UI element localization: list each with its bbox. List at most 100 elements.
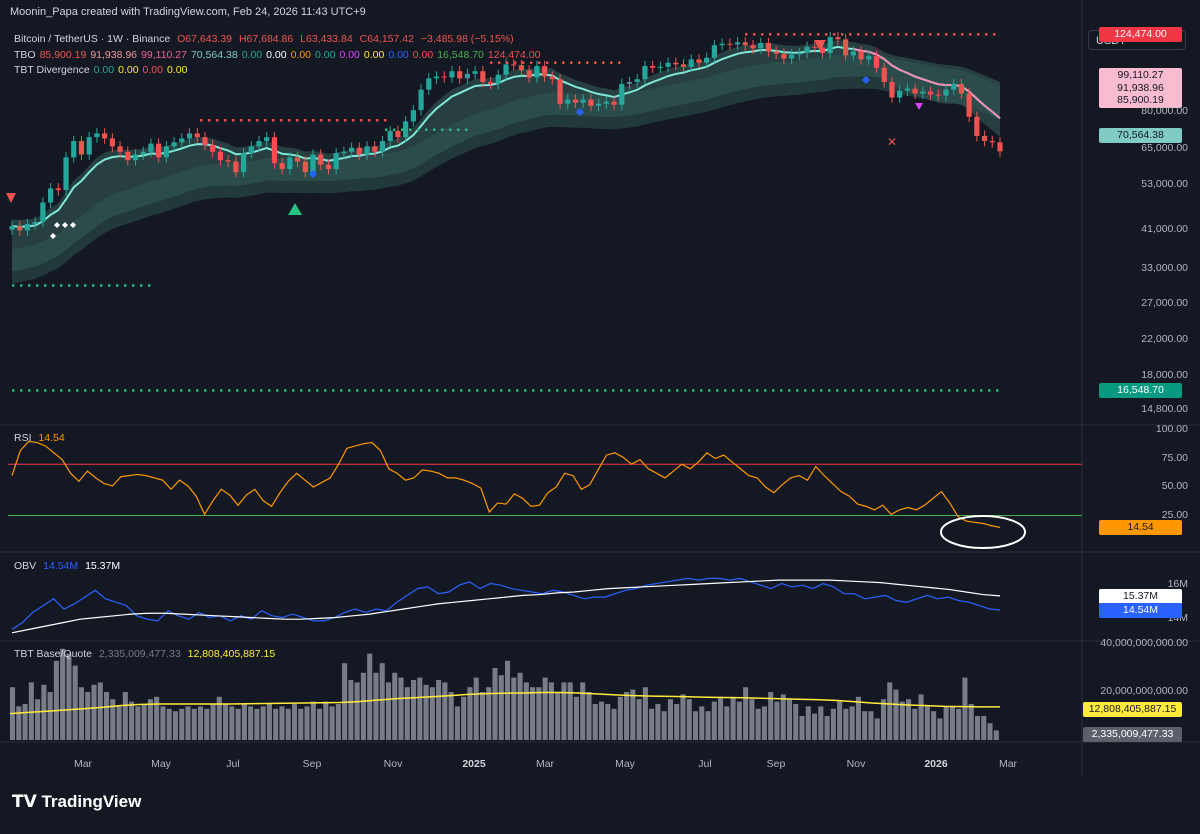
resistance-dot <box>538 61 541 64</box>
support-dot <box>988 389 991 392</box>
resistance-dot <box>937 33 940 36</box>
obv-ma-value: 15.37M <box>85 560 121 572</box>
price-tag: 124,474.00 <box>1099 27 1182 43</box>
support-dot <box>417 128 420 131</box>
symbol-title[interactable]: Bitcoin / TetherUS · 1W · Binance <box>14 33 171 45</box>
candle-body <box>279 163 285 170</box>
support-dot <box>492 389 495 392</box>
support-dot <box>28 284 31 287</box>
candle-body <box>889 82 895 98</box>
volume-bar <box>147 699 153 740</box>
resistance-dot <box>304 119 307 122</box>
legend-volume[interactable]: TBT Base/Quote 2,335,009,477.33 12,808,4… <box>14 648 279 660</box>
legend-symbol: Bitcoin / TetherUS · 1W · Binance O67,64… <box>14 33 518 45</box>
resistance-dot <box>817 33 820 36</box>
candle-body <box>827 37 833 53</box>
resistance-dot <box>530 61 533 64</box>
volume-bar <box>423 684 429 740</box>
candle-body <box>379 141 386 152</box>
volume-bar <box>586 692 592 740</box>
candle-body <box>125 151 131 161</box>
legend-tbt-divergence[interactable]: TBT Divergence 0.00 0.00 0.00 0.00 <box>14 64 191 76</box>
support-dot <box>124 284 127 287</box>
candle-body <box>819 47 826 53</box>
support-dot <box>724 389 727 392</box>
support-dot <box>172 389 175 392</box>
candle-body <box>526 70 532 78</box>
tbo-value: 0.00 <box>388 49 409 61</box>
support-dot <box>140 389 143 392</box>
time-axis-label: Sep <box>766 758 786 770</box>
support-dot <box>764 389 767 392</box>
candle-body <box>603 101 609 104</box>
resistance-dot <box>288 119 291 122</box>
ohlc-open: O67,643.39 <box>177 33 233 45</box>
support-dot <box>796 389 799 392</box>
volume-bar <box>367 653 373 740</box>
ohlc-close: C64,157.42 <box>359 33 414 45</box>
volume-bar <box>780 694 786 740</box>
support-dot <box>188 389 191 392</box>
tbo-cloud-inner <box>12 54 1000 284</box>
tradingview-logo: 𝗧𝗩 TradingView <box>12 792 141 812</box>
volume-bar <box>53 660 59 740</box>
resistance-dot <box>873 33 876 36</box>
support-dot <box>916 389 919 392</box>
resistance-dot <box>969 33 972 36</box>
support-dot <box>772 389 775 392</box>
support-dot <box>964 389 967 392</box>
volume-bar <box>398 677 404 740</box>
volume-bar <box>291 704 298 740</box>
volume-bar <box>22 704 28 740</box>
legend-rsi[interactable]: RSI 14.54 <box>14 432 69 444</box>
support-dot <box>804 389 807 392</box>
volume-bar <box>60 648 66 740</box>
support-dot <box>748 389 751 392</box>
resistance-dot <box>769 33 772 36</box>
tbo-value: 0.00 <box>266 49 287 61</box>
support-dot <box>100 284 103 287</box>
support-dot <box>132 284 135 287</box>
volume-bar <box>492 668 498 740</box>
volume-bar <box>598 701 605 740</box>
annotation-circle <box>940 515 1026 549</box>
support-dot <box>596 389 599 392</box>
rsi-label: RSI <box>14 432 32 444</box>
support-dot <box>716 389 719 392</box>
support-dot <box>60 284 63 287</box>
resistance-dot <box>368 119 371 122</box>
legend-tbo[interactable]: TBO 85,900.19 91,938.96 99,110.27 70,564.38 0… <box>14 49 544 61</box>
volume-bar <box>28 682 34 740</box>
volume-bar <box>103 692 110 740</box>
volume-bar <box>981 716 987 740</box>
volume-bar <box>392 672 398 740</box>
volume-bar <box>298 708 304 740</box>
volume-bar <box>548 682 554 740</box>
resistance-dot <box>264 119 267 122</box>
time-axis-label: Jul <box>226 758 240 770</box>
volume-bar <box>699 706 705 740</box>
volume-bar <box>191 708 197 740</box>
volume-bar <box>85 692 91 740</box>
volume-bar <box>310 701 316 740</box>
support-dot <box>948 389 951 392</box>
support-dot <box>433 128 436 131</box>
volume-bar <box>241 704 247 740</box>
support-dot <box>692 389 695 392</box>
volume-bar <box>335 704 341 740</box>
time-axis-label: Nov <box>383 758 403 770</box>
candle-body <box>271 137 278 164</box>
resistance-dot <box>841 33 844 36</box>
volume-bar <box>924 706 930 740</box>
ohlc-change: −3,485.98 (−5.15%) <box>420 33 514 45</box>
volume-bar <box>849 706 855 740</box>
volume-bar <box>830 708 836 740</box>
candle-body <box>24 223 31 231</box>
candle-body <box>835 37 841 40</box>
support-dot <box>68 284 71 287</box>
volume-bar <box>736 701 742 740</box>
volume-bar <box>818 706 824 740</box>
resistance-dot <box>554 61 557 64</box>
legend-obv[interactable]: OBV 14.54M 15.37M <box>14 560 124 572</box>
candle-body <box>611 101 617 105</box>
